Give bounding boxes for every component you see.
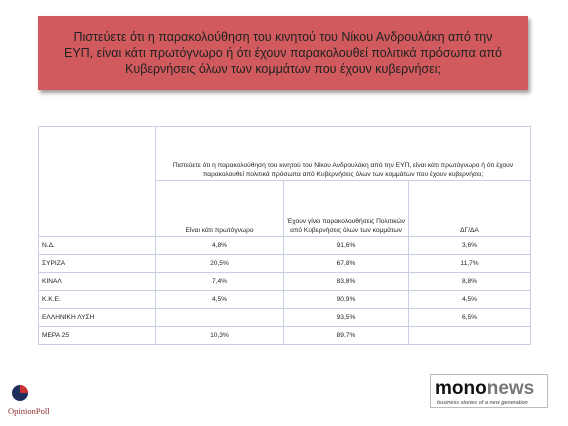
value-cell: 91,6%	[283, 236, 409, 255]
table-row: Ν.Δ. 4,8% 91,6% 3,6%	[38, 236, 531, 255]
table-row: ΚΙΝΑΛ 7,4% 83,8% 8,8%	[38, 272, 531, 291]
party-cell: Κ.Κ.Ε.	[38, 290, 156, 309]
value-cell: 83,8%	[283, 272, 409, 291]
value-cell: 10,3%	[155, 326, 284, 345]
logo-tagline: business stories of a new generation	[437, 400, 528, 406]
corner-cell	[38, 126, 156, 237]
value-cell: 4,8%	[155, 236, 284, 255]
value-cell	[408, 326, 531, 345]
party-cell: ΚΙΝΑΛ	[38, 272, 156, 291]
party-cell: ΜΕΡΑ 25	[38, 326, 156, 345]
mononews-logo: mononews business stories of a new gener…	[430, 374, 548, 408]
value-cell: 90,9%	[283, 290, 409, 309]
column-header: Έχουν γίνει παρακολουθήσεις Πολιτικών απ…	[283, 180, 409, 237]
value-cell: 11,7%	[408, 254, 531, 273]
value-cell: 6,5%	[408, 308, 531, 327]
table-body: Πιστεύετε ότι η παρακολούθηση του κινητο…	[38, 126, 531, 345]
question-cell: Πιστεύετε ότι η παρακολούθηση του κινητο…	[155, 126, 531, 181]
logo-slice	[20, 385, 28, 393]
column-header: Είναι κάτι πρωτόγνωρο	[155, 180, 284, 237]
value-cell: 4,5%	[408, 290, 531, 309]
logo-text: OpinionPoll	[8, 406, 50, 416]
party-cell: ΣΥΡΙΖΑ	[38, 254, 156, 273]
value-cell: 4,5%	[155, 290, 284, 309]
value-cell: 3,6%	[408, 236, 531, 255]
table-row: ΣΥΡΙΖΑ 20,5% 67,8% 11,7%	[38, 254, 531, 273]
logo-mono: mononews	[435, 378, 534, 399]
logo-mono-b: news	[487, 378, 535, 399]
logo-mono-a: mono	[435, 378, 487, 399]
question-row: Πιστεύετε ότι η παρακολούθηση του κινητο…	[38, 126, 531, 237]
party-cell: Ν.Δ.	[38, 236, 156, 255]
value-cell: 67,8%	[283, 254, 409, 273]
header-title: Πιστεύετε ότι η παρακολούθηση του κινητο…	[38, 16, 528, 90]
party-cell: ΕΛΛΗΝΙΚΗ ΛΥΣΗ	[38, 308, 156, 327]
table-row: ΕΛΛΗΝΙΚΗ ΛΥΣΗ 93,5% 6,5%	[38, 308, 531, 327]
value-cell	[155, 308, 284, 327]
value-cell: 8,8%	[408, 272, 531, 291]
results-table: Πιστεύετε ότι η παρακολούθηση του κινητο…	[38, 126, 531, 345]
column-header-row: Είναι κάτι πρωτόγνωρο Έχουν γίνει παρακολ…	[39, 180, 531, 237]
value-cell: 89,7%	[283, 326, 409, 345]
value-cell: 93,5%	[283, 308, 409, 327]
value-cell: 7,4%	[155, 272, 284, 291]
opinionpoll-logo: OpinionPoll	[8, 385, 50, 416]
column-header: ΔΓ/ΔΑ	[408, 180, 531, 237]
table-row: ΜΕΡΑ 25 10,3% 89,7%	[38, 326, 531, 345]
value-cell: 20,5%	[155, 254, 284, 273]
table-row: Κ.Κ.Ε. 4,5% 90,9% 4,5%	[38, 290, 531, 309]
